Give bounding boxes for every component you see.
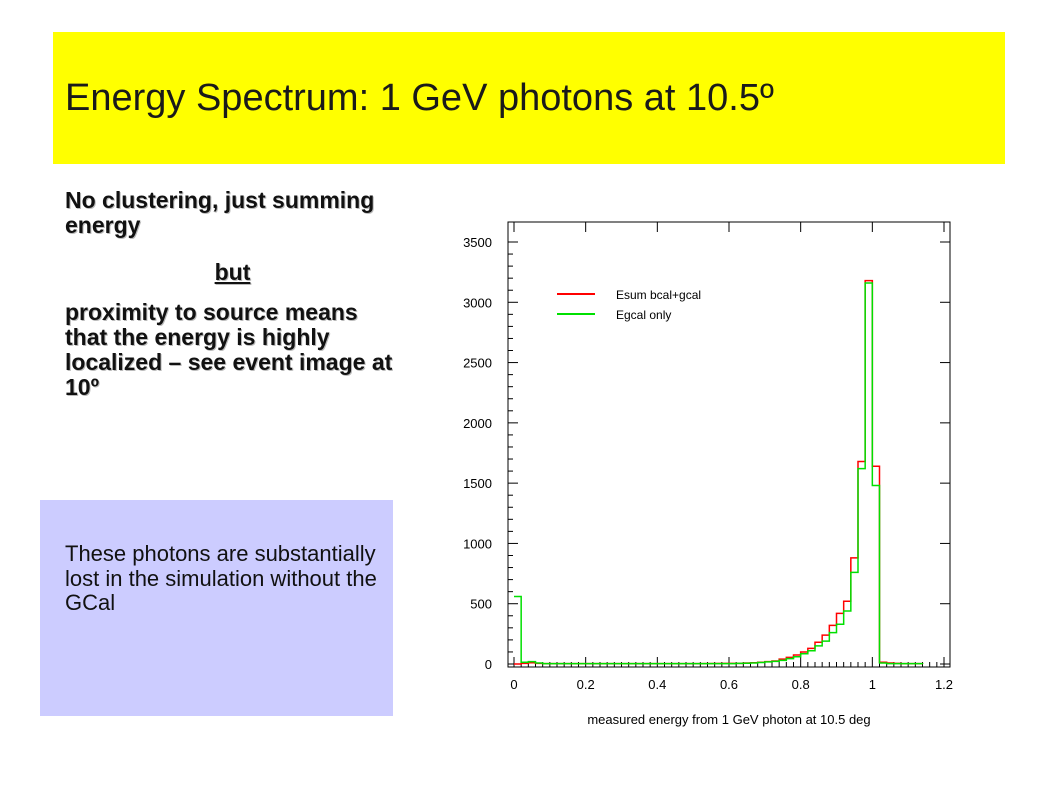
bullet-but: but xyxy=(214,259,251,285)
bullet-no-clustering: No clustering, just summing energy xyxy=(65,187,375,238)
slide-title: Energy Spectrum: 1 GeV photons at 10.5º xyxy=(65,77,774,119)
series-egcal-histogram xyxy=(514,282,924,665)
y-tick-label: 500 xyxy=(470,597,492,612)
x-tick-label: 0.6 xyxy=(720,677,738,692)
legend-label-egcal: Egcal only xyxy=(616,308,671,322)
y-tick-label: 0 xyxy=(485,657,492,672)
x-tick-label: 0.2 xyxy=(577,677,595,692)
x-axis-label: measured energy from 1 GeV photon at 10.… xyxy=(587,712,870,727)
x-tick-label: 0.4 xyxy=(648,677,666,692)
note-text: These photons are substantially lost in … xyxy=(65,541,377,615)
bullet-column: No clustering, just summing energy but p… xyxy=(65,188,400,400)
y-tick-label: 2500 xyxy=(463,356,492,371)
y-tick-label: 1000 xyxy=(463,536,492,551)
note-box: These photons are substantially lost in … xyxy=(40,500,393,716)
x-tick-label: 1 xyxy=(869,677,876,692)
bullet-proximity: proximity to source means that the energ… xyxy=(65,299,393,400)
y-tick-label: 3500 xyxy=(463,235,492,250)
energy-spectrum-chart: 0 500 1000 1500 2000 2500 3000 3500 0 0.2 0.4 0.6 0.… xyxy=(463,221,953,727)
title-bar: Energy Spectrum: 1 GeV photons at 10.5º xyxy=(53,32,1005,164)
x-tick-label: 0 xyxy=(510,677,517,692)
series-esum-histogram xyxy=(514,279,924,665)
legend-label-esum: Esum bcal+gcal xyxy=(616,288,701,302)
y-tick-label: 2000 xyxy=(463,416,492,431)
y-tick-label: 1500 xyxy=(463,476,492,491)
x-tick-label: 0.8 xyxy=(792,677,810,692)
y-tick-label: 3000 xyxy=(463,295,492,310)
plot-frame xyxy=(507,221,951,668)
x-tick-label: 1.2 xyxy=(935,677,953,692)
